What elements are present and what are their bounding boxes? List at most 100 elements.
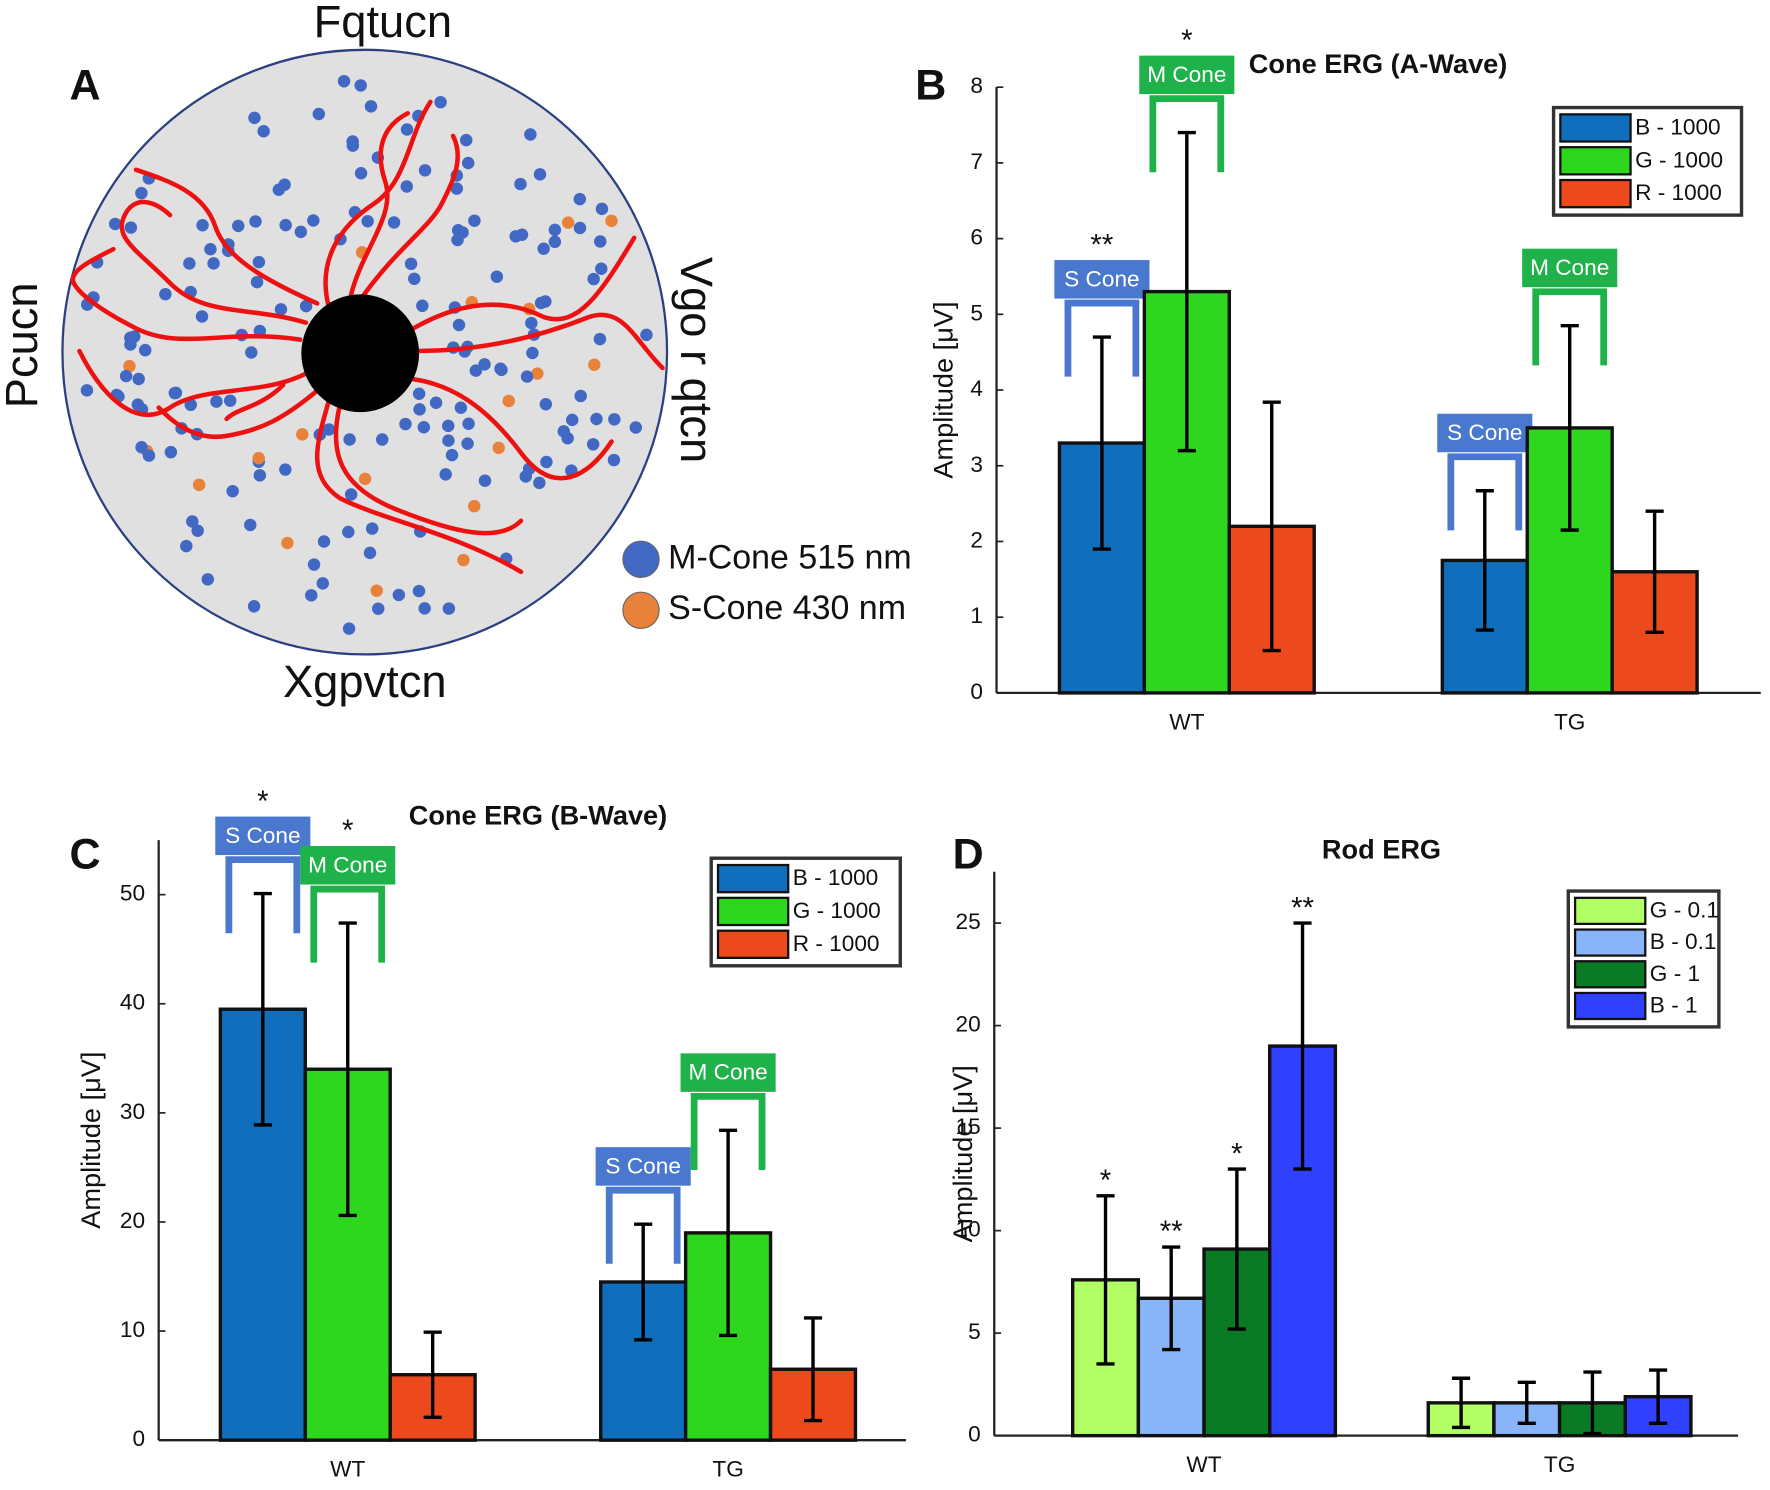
- cone-dot: [257, 125, 270, 138]
- cone-dot: [201, 573, 215, 586]
- error-bar: [634, 1222, 653, 1342]
- cone-dot: [248, 111, 261, 125]
- cone-dot: [533, 168, 547, 181]
- legend-label: B - 1000: [1635, 114, 1721, 139]
- cone-dot: [123, 359, 136, 373]
- direction-label: Pcucn: [0, 282, 47, 408]
- error-bar: [253, 891, 272, 1127]
- chart-title: Cone ERG (B-Wave): [409, 800, 668, 831]
- x-tick-label: TG: [1554, 709, 1585, 734]
- y-tick-label: 0: [133, 1426, 146, 1451]
- error-bar: [803, 1316, 823, 1423]
- cone-dot: [514, 177, 527, 191]
- y-tick-label: 50: [120, 881, 145, 906]
- cone-dot: [561, 216, 575, 229]
- cone-dot: [605, 214, 618, 228]
- cone-dot: [342, 525, 355, 539]
- cone-dot: [400, 123, 414, 136]
- vessel: [156, 388, 320, 440]
- cone-dot: [307, 214, 320, 227]
- bracket-label-box: [680, 1053, 776, 1092]
- cone-dot: [168, 386, 182, 400]
- cone-dot: [478, 474, 492, 487]
- y-tick-label: 8: [970, 73, 983, 98]
- error-bar: [1452, 1376, 1471, 1430]
- cone-dot: [296, 428, 309, 441]
- cone-dot: [223, 394, 237, 407]
- y-axis-label: Amplitude [μV]: [928, 301, 959, 478]
- error-bar: [1096, 1194, 1115, 1366]
- legend-label: G - 1000: [1635, 147, 1723, 172]
- cone-dot: [461, 156, 475, 170]
- vessel: [360, 133, 460, 299]
- y-tick-label: 1: [970, 603, 983, 628]
- x-tick-label: WT: [1186, 1452, 1221, 1477]
- bracket-label: M Cone: [1147, 62, 1226, 87]
- y-tick-label: 3: [970, 452, 983, 477]
- error-bar: [1649, 1368, 1668, 1426]
- cone-dot: [372, 602, 385, 615]
- cone-dot: [342, 622, 356, 635]
- cone-dot: [274, 303, 288, 316]
- bracket-label-box: [215, 816, 311, 856]
- cone-dot: [210, 395, 223, 408]
- legend-label: B - 1: [1650, 993, 1698, 1018]
- cone-dot: [322, 423, 336, 436]
- cone-dot: [135, 186, 148, 200]
- cone-dot: [434, 95, 447, 109]
- cone-dot: [119, 369, 133, 383]
- cone-dot: [442, 419, 455, 433]
- vessel: [119, 199, 309, 325]
- error-bar: [1262, 400, 1281, 653]
- cone-dot: [594, 235, 607, 248]
- cone-dot: [249, 215, 262, 228]
- cone-dot: [459, 133, 473, 147]
- cone-dot: [312, 107, 326, 121]
- cone-dot: [337, 74, 351, 88]
- bracket: [225, 856, 301, 934]
- cone-dot: [108, 217, 122, 231]
- cone-dot: [159, 287, 172, 301]
- y-tick-label: 25: [956, 909, 981, 934]
- cone-dot: [124, 331, 137, 345]
- chart-title: Cone ERG (A-Wave): [1249, 48, 1508, 79]
- cone-dot: [358, 472, 372, 486]
- vessel: [348, 110, 411, 297]
- significance-stars: *: [1231, 1137, 1242, 1170]
- cone-dot: [80, 384, 94, 397]
- legend-label: G - 1000: [793, 898, 881, 923]
- cone-dot: [629, 421, 643, 434]
- legend-label: G - 0.1: [1650, 897, 1719, 922]
- cone-dot: [180, 539, 193, 553]
- cone-dot: [539, 397, 553, 411]
- cone-dot: [142, 449, 156, 462]
- cone-dot: [526, 346, 539, 360]
- cone-dot: [595, 262, 608, 276]
- legend-label: B - 1000: [793, 865, 879, 890]
- cone-dot: [495, 363, 508, 377]
- cone-dot: [354, 79, 367, 92]
- cone-dot: [561, 432, 574, 445]
- significance-stars: *: [1181, 24, 1192, 57]
- x-tick-label: TG: [1544, 1452, 1575, 1477]
- cone-dot: [490, 270, 504, 283]
- vessels: [70, 99, 665, 575]
- y-tick-label: 10: [120, 1317, 145, 1342]
- bracket: [690, 1092, 766, 1170]
- cone-dot: [478, 358, 491, 371]
- cone-dot: [279, 463, 292, 476]
- cone-dot: [548, 235, 562, 249]
- legend-swatch: [1559, 178, 1632, 209]
- bracket-label-box: [300, 846, 396, 885]
- cone-dot: [412, 584, 426, 598]
- error-bar: [423, 1330, 442, 1419]
- cone-dot: [252, 255, 266, 269]
- cone-dot: [196, 219, 209, 232]
- bracket-label: S Cone: [225, 823, 300, 848]
- cone-dot: [307, 558, 321, 571]
- bracket: [605, 1186, 681, 1264]
- panel-letter: B: [915, 62, 946, 110]
- cone-dot: [595, 202, 609, 216]
